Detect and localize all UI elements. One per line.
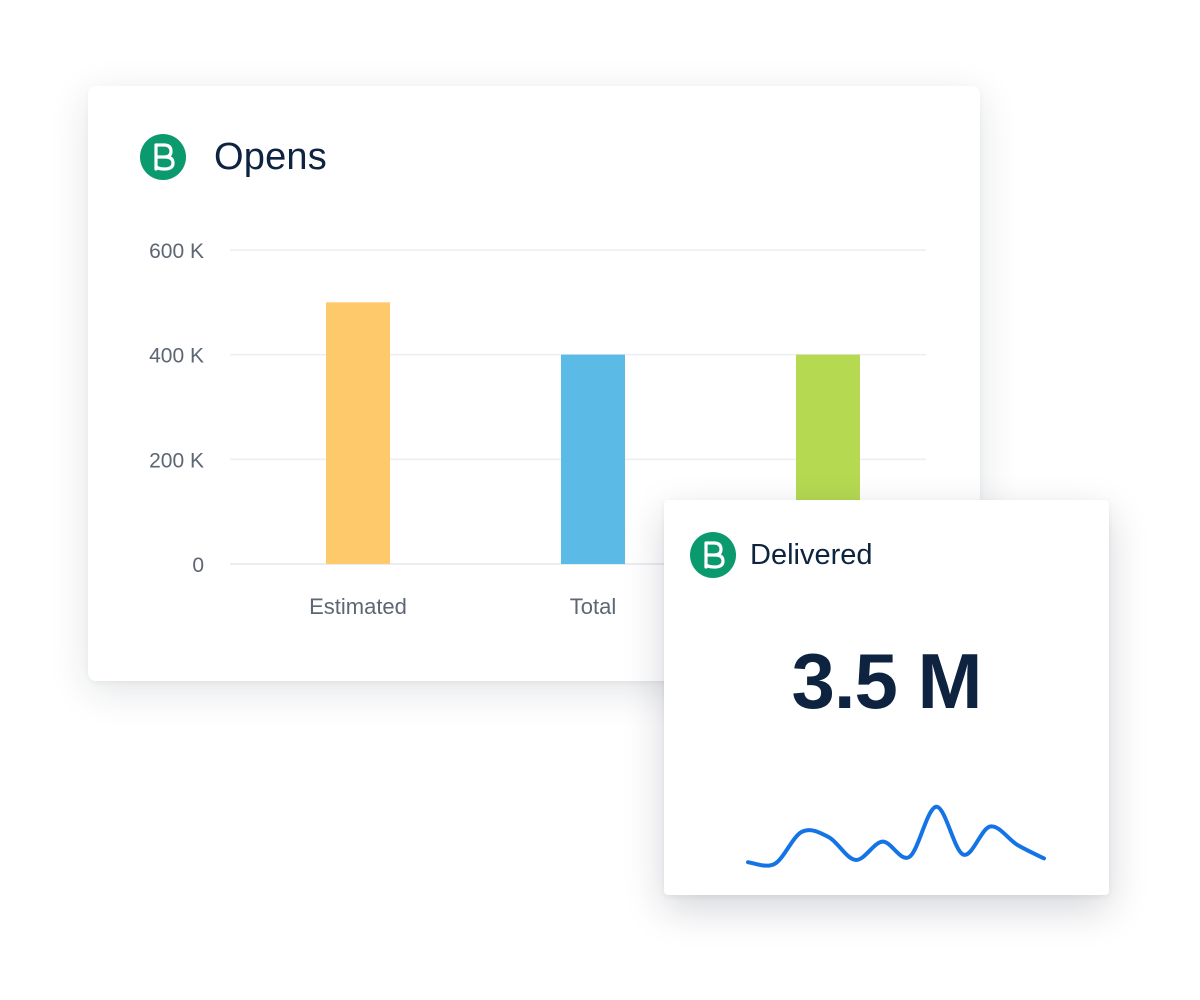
x-tick-label: Total <box>570 594 616 619</box>
delivered-widget-title: Delivered <box>750 539 873 571</box>
opens-widget-title: Opens <box>214 136 327 178</box>
opens-widget-card[interactable]: Opens 0 200 K 400 K 600 K Estimated Total <box>88 86 980 681</box>
sparkline-path <box>746 804 1046 868</box>
delivered-sparkline <box>746 804 1046 868</box>
brevo-b-logo-icon <box>690 532 736 578</box>
brevo-b-logo-icon <box>140 134 186 180</box>
delivered-kpi-value: 3.5 M <box>791 637 982 725</box>
y-tick-label: 600 K <box>149 240 204 263</box>
y-tick-label: 400 K <box>149 345 204 368</box>
x-tick-label: Estimated <box>309 594 407 619</box>
bar-total <box>561 354 625 564</box>
y-tick-label: 200 K <box>149 449 204 472</box>
bar-estimated <box>326 302 390 564</box>
delivered-widget-card[interactable]: Delivered 3.5 M <box>664 500 1109 895</box>
opens-bar-chart: 0 200 K 400 K 600 K Estimated Total <box>149 240 926 619</box>
brevo-logo-graphic <box>690 532 736 578</box>
brevo-logo-graphic <box>140 134 186 180</box>
y-tick-label: 0 <box>192 554 204 577</box>
